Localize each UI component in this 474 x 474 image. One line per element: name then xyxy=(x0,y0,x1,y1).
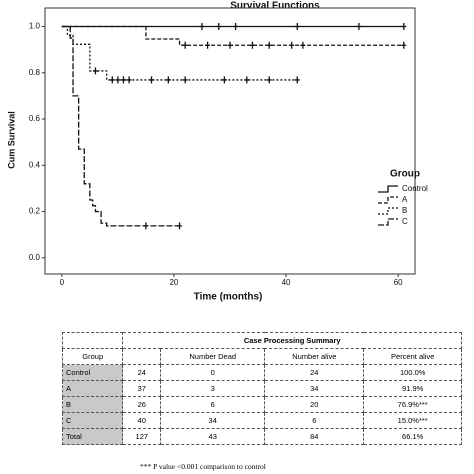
table-row: Total 127 43 84 66.1% xyxy=(61,428,462,445)
legend-label: C xyxy=(402,217,408,226)
legend-symbol xyxy=(378,196,398,204)
censor-mark xyxy=(199,23,205,31)
table-cell: 6 xyxy=(264,412,365,429)
censor-mark xyxy=(120,76,126,84)
censor-mark xyxy=(356,23,362,31)
censor-mark xyxy=(182,41,188,49)
legend-symbol xyxy=(378,218,398,226)
censor-mark xyxy=(294,23,300,31)
plot-frame xyxy=(44,7,416,275)
censor-mark xyxy=(177,222,183,230)
censor-mark xyxy=(227,41,233,49)
censor-mark xyxy=(115,76,121,84)
x-tick-label: 0 xyxy=(60,278,65,287)
table-row: B 26 6 20 76.9%*** xyxy=(61,396,462,413)
censor-mark xyxy=(143,222,149,230)
chart: Survival Functions Time (months) Cum Sur… xyxy=(6,1,428,303)
x-axis-label: Time (months) xyxy=(194,292,263,303)
censor-mark xyxy=(266,41,272,49)
censor-mark xyxy=(205,41,211,49)
censor-mark xyxy=(182,76,188,84)
legend-label: A xyxy=(402,195,408,204)
censor-mark xyxy=(126,76,132,84)
y-tick-label: 0.4 xyxy=(29,160,41,169)
censor-mark xyxy=(221,76,227,84)
y-tick-label: 0.0 xyxy=(29,253,41,262)
table-cell: 37 xyxy=(122,380,162,397)
table-cell: Total xyxy=(61,428,124,445)
table-cell xyxy=(122,348,162,365)
table-cell: 24 xyxy=(122,364,162,381)
table-cell: A xyxy=(61,380,124,397)
censor-mark xyxy=(249,41,255,49)
y-tick-label: 1.0 xyxy=(29,22,41,31)
x-tick-label: 60 xyxy=(394,278,403,287)
table-cell: B xyxy=(61,396,124,413)
table-cell: Control xyxy=(61,364,124,381)
censor-mark xyxy=(216,23,222,31)
table-cell: Percent alive xyxy=(363,348,462,365)
censor-mark xyxy=(149,76,155,84)
table-cell: 34 xyxy=(264,380,365,397)
table-cell: 15.0%*** xyxy=(363,412,462,429)
table-cell: 3 xyxy=(160,380,266,397)
censor-mark xyxy=(401,23,407,31)
table-cell: Number Dead xyxy=(160,348,266,365)
censor-mark xyxy=(165,76,171,84)
table-row: A 37 3 34 91.9% xyxy=(61,380,462,397)
censor-mark xyxy=(109,76,115,84)
table-cell: 43 xyxy=(160,428,266,445)
table-cell: Case Processing Summary xyxy=(122,332,462,349)
table-cell: 0 xyxy=(160,364,266,381)
y-tick-label: 0.2 xyxy=(29,207,41,216)
footnote: *** P value <0.001 comparison to control xyxy=(140,462,266,471)
censor-mark xyxy=(233,23,239,31)
censor-mark xyxy=(92,67,98,75)
y-tick-label: 0.8 xyxy=(29,68,41,77)
table-cell: 6 xyxy=(160,396,266,413)
censor-mark xyxy=(289,41,295,49)
table-cell: Number alive xyxy=(264,348,365,365)
table-cell: Group xyxy=(61,348,124,365)
chart-title: Survival Functions xyxy=(230,1,320,12)
table-cell: 20 xyxy=(264,396,365,413)
table-header-row: Group Number Dead Number alive Percent aliv… xyxy=(61,348,462,365)
table-cell: 26 xyxy=(122,396,162,413)
survival-line xyxy=(61,25,180,227)
table-row: C 40 34 6 15.0%*** xyxy=(61,412,462,429)
table-cell: 40 xyxy=(122,412,162,429)
table-cell: 127 xyxy=(122,428,162,445)
y-axis-label: Cum Survival xyxy=(6,111,16,169)
legend-label: Control xyxy=(402,184,428,193)
table-cell: 24 xyxy=(264,364,365,381)
y-tick-label: 0.6 xyxy=(29,114,41,123)
survival-line xyxy=(61,25,404,46)
legend-symbol xyxy=(378,207,398,215)
censor-mark xyxy=(244,76,250,84)
censor-mark xyxy=(401,41,407,49)
table-cell: 76.9%*** xyxy=(363,396,462,413)
table-cell: 34 xyxy=(160,412,266,429)
table-cell: 84 xyxy=(264,428,365,445)
x-tick-label: 20 xyxy=(169,278,178,287)
table-cell xyxy=(61,332,124,349)
x-tick-label: 40 xyxy=(282,278,291,287)
censor-mark xyxy=(266,76,272,84)
censor-mark xyxy=(294,76,300,84)
table-cell: 100.0% xyxy=(363,364,462,381)
legend-symbol xyxy=(378,185,398,193)
table-title-row: Case Processing Summary xyxy=(61,332,462,349)
table-cell: 91.9% xyxy=(363,380,462,397)
legend-label: B xyxy=(402,206,407,215)
survival-line xyxy=(61,25,298,81)
summary-table: Case Processing Summary Group Number Dead N… xyxy=(61,332,462,445)
table-cell: C xyxy=(61,412,124,429)
legend-title: Group xyxy=(390,169,420,180)
table-cell: 66.1% xyxy=(363,428,462,445)
table-row: Control 24 0 24 100.0% xyxy=(61,364,462,381)
censor-mark xyxy=(300,41,306,49)
